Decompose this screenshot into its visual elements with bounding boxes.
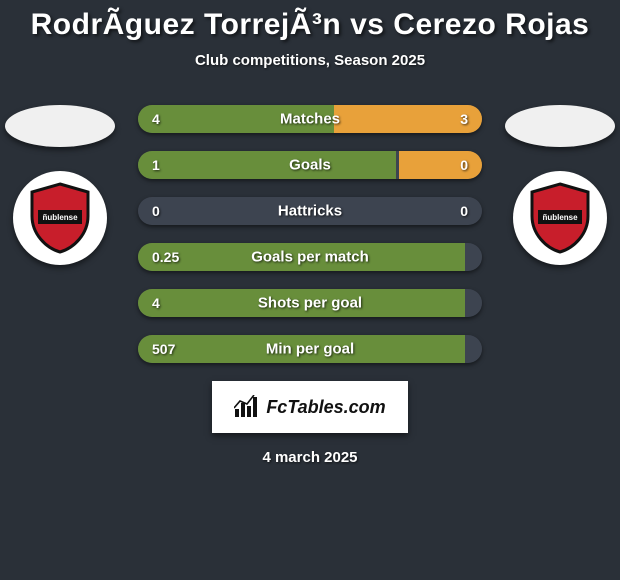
stat-value-right: 3 bbox=[460, 111, 468, 127]
page-title: RodrÃ­guez TorrejÃ³n vs Cerezo Rojas bbox=[31, 8, 590, 42]
stat-bar-right bbox=[399, 151, 482, 179]
stat-row: Hattricks 0 0 bbox=[138, 197, 482, 225]
stat-value-right: 0 bbox=[460, 157, 468, 173]
club-left-badge: ñublense bbox=[13, 171, 107, 265]
svg-text:ñublense: ñublense bbox=[542, 213, 578, 222]
branding-text: FcTables.com bbox=[266, 397, 385, 418]
stat-value-left: 0 bbox=[152, 203, 160, 219]
player-left-photo-placeholder bbox=[5, 105, 115, 147]
player-right-photo-placeholder bbox=[505, 105, 615, 147]
stat-value-right: 0 bbox=[460, 203, 468, 219]
branding-badge: FcTables.com bbox=[212, 381, 408, 433]
stat-label: Shots per goal bbox=[258, 295, 362, 312]
player-right-column: ñublense bbox=[500, 105, 620, 265]
stat-value-left: 4 bbox=[152, 295, 160, 311]
shield-icon: ñublense bbox=[28, 182, 92, 254]
main-row: ñublense Matches43Goals10Hattricks00Goal… bbox=[0, 105, 620, 363]
stat-label: Min per goal bbox=[266, 341, 354, 358]
shield-icon: ñublense bbox=[528, 182, 592, 254]
stat-row: Goals per match 0.25 bbox=[138, 243, 482, 271]
stat-label: Hattricks bbox=[278, 203, 342, 220]
stat-row: Min per goal 507 bbox=[138, 335, 482, 363]
stat-row: Goals 1 0 bbox=[138, 151, 482, 179]
stat-value-left: 0.25 bbox=[152, 249, 179, 265]
stat-value-left: 4 bbox=[152, 111, 160, 127]
bar-chart-icon bbox=[234, 395, 260, 419]
svg-text:ñublense: ñublense bbox=[42, 213, 78, 222]
club-right-badge: ñublense bbox=[513, 171, 607, 265]
stat-label: Goals bbox=[289, 157, 331, 174]
stat-label: Goals per match bbox=[251, 249, 369, 266]
subtitle: Club competitions, Season 2025 bbox=[195, 52, 425, 69]
stat-row: Matches 4 3 bbox=[138, 105, 482, 133]
stat-bar-left bbox=[138, 151, 396, 179]
player-left-column: ñublense bbox=[0, 105, 120, 265]
stat-value-left: 507 bbox=[152, 341, 175, 357]
stat-label: Matches bbox=[280, 111, 340, 128]
stat-value-left: 1 bbox=[152, 157, 160, 173]
date-label: 4 march 2025 bbox=[262, 449, 357, 466]
comparison-card: RodrÃ­guez TorrejÃ³n vs Cerezo Rojas Clu… bbox=[0, 0, 620, 466]
stats-column: Matches 4 3 Goals 1 0 Hattricks 0 0 Goals per mat… bbox=[120, 105, 500, 363]
stat-row: Shots per goal 4 bbox=[138, 289, 482, 317]
